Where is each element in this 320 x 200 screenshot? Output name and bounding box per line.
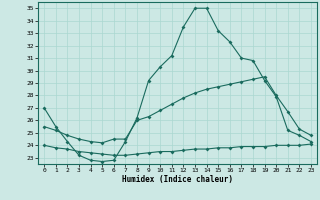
X-axis label: Humidex (Indice chaleur): Humidex (Indice chaleur) bbox=[122, 175, 233, 184]
